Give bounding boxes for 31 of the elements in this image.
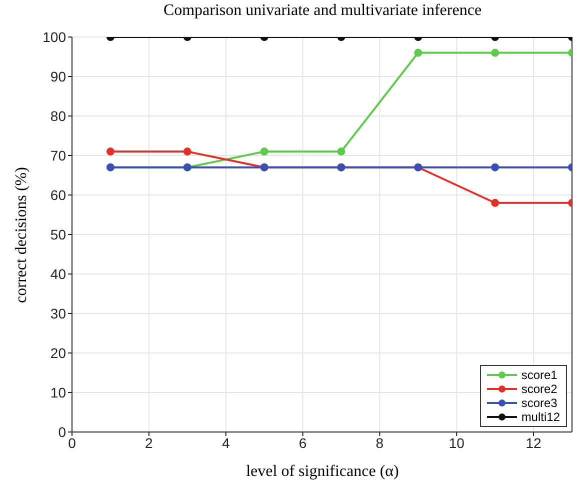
point (183, 148, 192, 156)
y-tick-label: 30 (50, 305, 66, 322)
point (491, 198, 500, 207)
point (337, 148, 346, 156)
y-tick-label: 60 (50, 186, 66, 203)
chart-title: Comparison univariate and multivariate inference (162, 2, 483, 20)
y-tick-label: 40 (50, 266, 66, 282)
legend-label: score1 (521, 368, 558, 382)
y-tick-label: 70 (50, 147, 66, 164)
point (106, 148, 114, 156)
legend-label: score3 (521, 396, 558, 410)
x-axis-title: level of significance (α) (245, 463, 400, 481)
point (260, 148, 268, 156)
y-tick-label: 80 (50, 108, 66, 124)
point (491, 163, 500, 172)
x-tick-label: 4 (222, 434, 230, 451)
y-tick-label: 20 (50, 344, 66, 361)
x-tick-label: 10 (448, 434, 465, 451)
y-tick-label: 50 (50, 226, 66, 242)
y-tick-label: 90 (50, 68, 66, 84)
legend-label: multi12 (521, 410, 560, 424)
x-tick-label: 0 (68, 434, 76, 451)
y-tick-label: 100 (42, 28, 66, 45)
x-tick-label: 12 (526, 434, 542, 451)
legend-label: score2 (521, 382, 558, 396)
y-tick-label: 0 (58, 424, 66, 440)
x-tick-label: 6 (298, 434, 307, 451)
x-tick-label: 2 (145, 434, 154, 451)
y-axis-title: correct decisions (%) (13, 167, 31, 303)
x-tick-label: 8 (376, 434, 384, 451)
y-tick-label: 10 (50, 384, 66, 400)
